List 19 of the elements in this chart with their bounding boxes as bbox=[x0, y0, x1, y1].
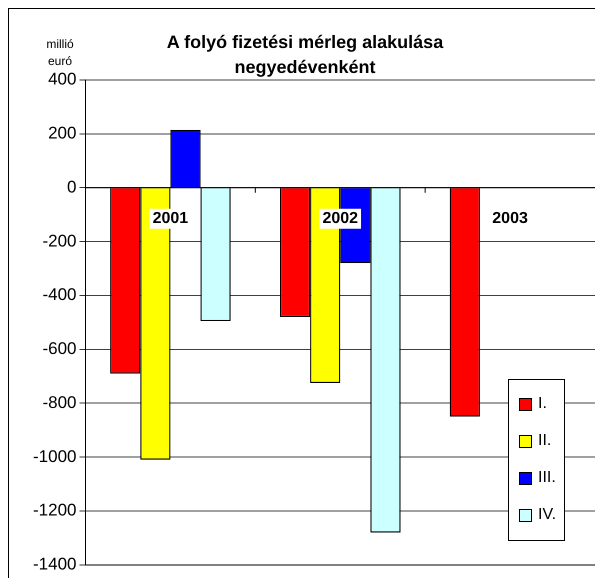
legend-label: III. bbox=[538, 469, 556, 488]
y-tick-label: -600 bbox=[42, 339, 76, 358]
chart-title: A folyó fizetési mérleg alakulása negyedévenként bbox=[166, 31, 444, 79]
y-axis-title: millió euró bbox=[45, 36, 75, 70]
y-tick-label: -200 bbox=[42, 231, 76, 250]
y-tick-label: -1200 bbox=[32, 500, 76, 520]
y-tick-label: -400 bbox=[42, 285, 76, 304]
x-tick-label: 2001 bbox=[152, 210, 188, 228]
legend-label: IV. bbox=[538, 506, 556, 524]
y-tick-label: -1400 bbox=[32, 554, 76, 574]
y-tick-label: -1000 bbox=[32, 446, 76, 466]
legend-label: II. bbox=[538, 432, 552, 450]
y-tick-label: -800 bbox=[42, 392, 76, 412]
y-tick-label: 0 bbox=[67, 177, 76, 196]
legend-label: I. bbox=[538, 395, 547, 414]
y-tick-label: 400 bbox=[48, 70, 76, 89]
x-tick-label: 2003 bbox=[492, 210, 528, 228]
y-tick-label: 200 bbox=[48, 124, 76, 143]
x-tick-label: 2002 bbox=[322, 210, 358, 228]
